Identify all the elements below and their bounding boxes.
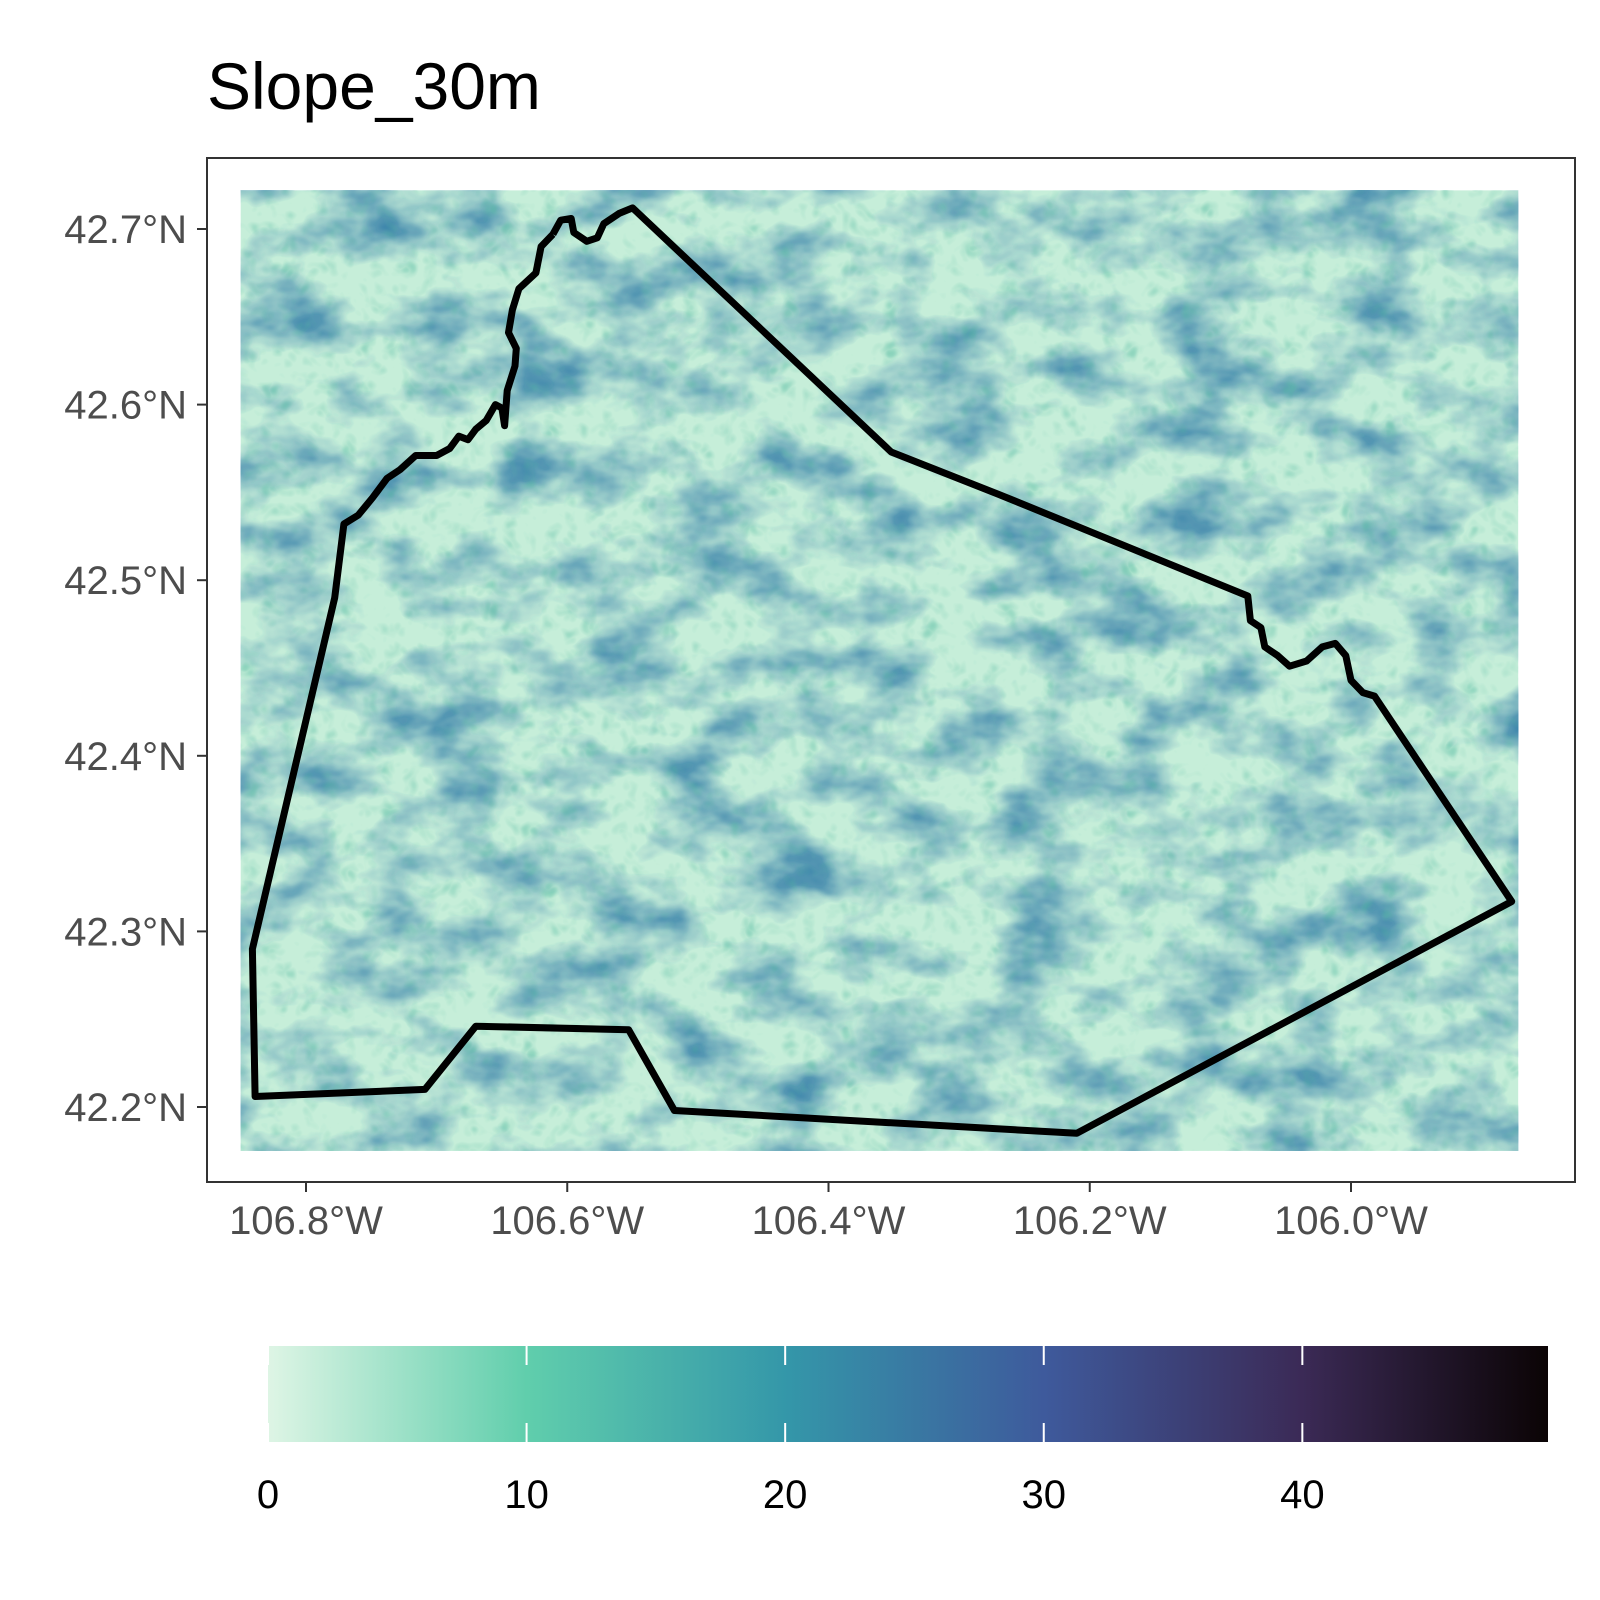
colorbar-tick-label: 0 bbox=[257, 1473, 279, 1517]
x-tick-label: 106.2°W bbox=[1013, 1199, 1167, 1243]
y-tick-label: 42.5°N bbox=[64, 559, 187, 603]
x-tick-label: 106.0°W bbox=[1274, 1199, 1428, 1243]
colorbar-gradient bbox=[268, 1346, 1548, 1442]
y-tick-label: 42.6°N bbox=[64, 384, 187, 428]
colorbar-ticks: 0 10 20 30 40 bbox=[257, 1346, 1325, 1517]
x-tick-label: 106.6°W bbox=[490, 1199, 644, 1243]
colorbar-tick-label: 30 bbox=[1022, 1473, 1067, 1517]
y-tick-label: 42.2°N bbox=[64, 1086, 187, 1130]
colorbar-tick-label: 40 bbox=[1280, 1473, 1325, 1517]
map-title: Slope_30m bbox=[207, 49, 541, 123]
colorbar-tick-label: 20 bbox=[763, 1473, 808, 1517]
panel-border bbox=[206, 157, 1576, 1183]
y-axis: 42.7°N 42.6°N 42.5°N 42.4°N 42.3°N 42.2°N bbox=[64, 208, 207, 1130]
y-tick-label: 42.3°N bbox=[64, 910, 187, 954]
x-tick-label: 106.8°W bbox=[229, 1199, 383, 1243]
slope-raster bbox=[240, 190, 1519, 1151]
map-panel: 106.8°W 106.6°W 106.4°W 106.2°W 106.0°W 42.7… bbox=[64, 157, 1576, 1243]
raster-fine-texture bbox=[240, 190, 1519, 1151]
colorbar-tick-label: 10 bbox=[504, 1473, 549, 1517]
y-tick-label: 42.4°N bbox=[64, 735, 187, 779]
colorbar-legend: 0 10 20 30 40 bbox=[257, 1346, 1548, 1517]
study-area-boundary bbox=[248, 204, 1516, 1137]
x-axis: 106.8°W 106.6°W 106.4°W 106.2°W 106.0°W bbox=[229, 1182, 1428, 1243]
x-tick-label: 106.4°W bbox=[752, 1199, 906, 1243]
y-tick-label: 42.7°N bbox=[64, 208, 187, 252]
